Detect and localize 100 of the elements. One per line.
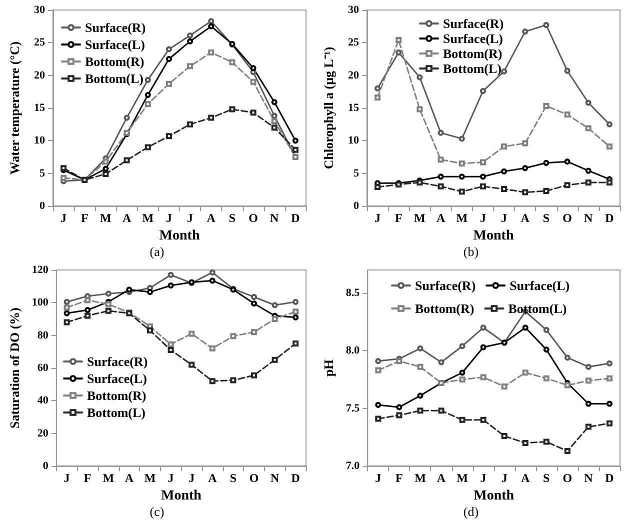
text: (a) [150, 244, 164, 259]
legend-label: Surface(R) [443, 16, 504, 31]
y-tick-label: 30 [34, 4, 46, 16]
x-tick-label: F [80, 211, 88, 225]
y-tick-label: 40 [37, 394, 49, 407]
y-tick-label: 5 [354, 167, 360, 180]
legend-label: Surface(R) [415, 278, 476, 293]
legend-label: Bottom(L) [87, 405, 146, 420]
text: (b) [463, 244, 479, 259]
legend-label: Surface(R) [85, 20, 146, 35]
legend-label: Bottom(R) [87, 388, 146, 403]
x-tick-label: J [501, 471, 508, 485]
x-tick-label: F [394, 211, 402, 225]
x-tick-label: M [100, 211, 112, 225]
x-tick-label: S [228, 211, 236, 225]
y-tick-label: 30 [348, 4, 360, 16]
y-tick-label: 10 [34, 134, 46, 147]
y-tick-label: 15 [34, 102, 46, 114]
x-tick-label: J [60, 211, 67, 225]
x-tick-label: J [188, 471, 195, 485]
x-tick-label: O [249, 471, 259, 485]
y-axis-title: Chlorophyll a (μg L⁻¹) [321, 46, 336, 170]
x-tick-label: D [605, 211, 614, 225]
x-tick-label: J [166, 211, 172, 225]
x-tick-label: S [543, 471, 550, 485]
x-axis-title: Month [474, 488, 514, 504]
y-tick-label: 20 [34, 69, 46, 82]
y-tick-label: 0 [354, 200, 360, 212]
x-tick-label: J [187, 211, 194, 225]
x-tick-label: D [291, 211, 300, 225]
legend-label: Bottom(L) [508, 301, 567, 316]
legend-label: Bottom(L) [85, 71, 144, 86]
x-tick-label: M [456, 471, 468, 485]
y-tick-label: 15 [348, 102, 360, 114]
legend-label: Surface(R) [87, 354, 148, 369]
x-tick-label: M [414, 211, 426, 225]
y-tick-label: 20 [37, 427, 49, 440]
legend-label: Bottom(R) [415, 301, 474, 316]
x-tick-label: J [64, 471, 70, 485]
x-tick-label: A [436, 471, 446, 485]
x-tick-label: F [396, 471, 403, 485]
y-tick-label: 7.5 [346, 402, 360, 414]
x-tick-label: O [248, 211, 258, 225]
y-tick-label: 5 [40, 167, 46, 180]
x-tick-label: D [291, 471, 300, 485]
legend-label: Bottom(R) [85, 54, 144, 69]
y-tick-label: 80 [37, 329, 49, 342]
x-axis-title: Month [160, 488, 202, 504]
x-tick-label: J [168, 471, 174, 485]
legend-label: Bottom(L) [443, 61, 502, 76]
y-tick-label: 0 [40, 200, 46, 212]
x-tick-label: A [124, 471, 134, 485]
x-tick-label: M [102, 471, 114, 485]
y-tick-label: 120 [32, 264, 49, 276]
y-tick-label: 100 [32, 296, 49, 309]
legend-label: Bottom(R) [443, 46, 502, 61]
x-tick-label: A [122, 211, 132, 225]
x-tick-label: S [230, 471, 237, 485]
x-tick-label: A [208, 471, 218, 485]
y-tick-label: 20 [348, 69, 360, 82]
y-tick-label: 8.0 [346, 344, 360, 357]
x-tick-label: A [520, 211, 530, 225]
x-tick-label: N [584, 471, 594, 485]
legend-label: Surface(L) [510, 278, 570, 293]
x-tick-label: M [414, 471, 426, 485]
y-tick-label: 60 [37, 362, 49, 374]
x-tick-label: O [562, 211, 572, 225]
x-tick-label: A [521, 471, 530, 485]
y-tick-label: 25 [34, 36, 46, 49]
x-tick-label: J [501, 211, 508, 225]
y-tick-label: 7.0 [346, 460, 360, 472]
x-tick-label: J [480, 211, 486, 225]
x-tick-label: M [144, 471, 156, 485]
x-tick-label: A [436, 211, 446, 225]
legend-label: Surface(L) [85, 37, 145, 52]
x-tick-label: J [374, 211, 381, 225]
x-tick-label: N [270, 211, 280, 225]
x-tick-label: J [480, 471, 486, 485]
x-tick-label: M [142, 211, 154, 225]
x-tick-label: F [84, 471, 92, 485]
text: (d) [463, 504, 479, 519]
x-tick-label: N [584, 211, 594, 225]
x-tick-label: O [562, 471, 572, 485]
x-axis-title: Month [159, 228, 200, 244]
y-tick-label: 0 [42, 460, 49, 472]
y-tick-label: 10 [348, 134, 360, 147]
legend-label: Surface(L) [87, 371, 147, 386]
y-axis-title: Water temperature (°C) [7, 41, 22, 175]
x-tick-label: D [605, 471, 614, 485]
x-tick-label: J [375, 471, 382, 485]
x-axis-title: Month [473, 228, 514, 244]
y-axis-title: Saturation of DO (%) [7, 308, 22, 428]
x-tick-label: M [456, 211, 468, 225]
x-tick-label: S [542, 211, 550, 225]
y-tick-label: 25 [348, 36, 360, 49]
x-tick-label: N [270, 471, 280, 485]
legend-label: Surface(L) [443, 31, 503, 46]
text: (c) [150, 504, 164, 519]
y-tick-label: 8.5 [346, 287, 360, 300]
x-tick-label: A [206, 211, 216, 225]
